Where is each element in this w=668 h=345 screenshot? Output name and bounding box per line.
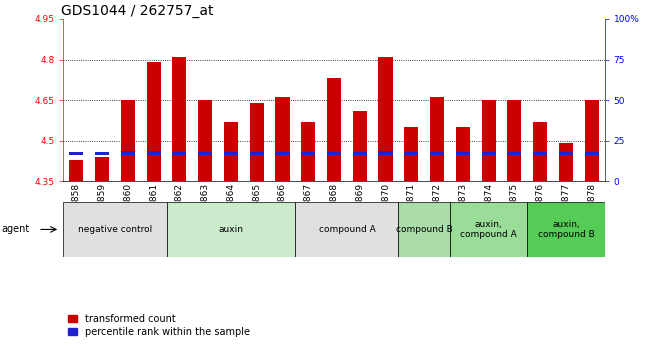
Bar (507, 152, 522, 156)
Bar (198, 152, 212, 156)
Bar (198, 100, 212, 181)
Bar (69, 152, 84, 156)
Bar (95, 152, 109, 156)
Bar (95, 157, 109, 181)
Bar (301, 122, 315, 181)
Bar (250, 103, 264, 181)
Bar (404, 127, 418, 181)
Bar (121, 151, 135, 155)
Text: auxin,
compound B: auxin, compound B (538, 220, 595, 239)
Bar (398, 202, 450, 257)
Bar (533, 152, 547, 156)
Text: auxin: auxin (218, 225, 243, 234)
Bar (69, 159, 84, 181)
Bar (507, 100, 522, 181)
Bar (295, 202, 398, 257)
Bar (166, 202, 295, 257)
Bar (121, 100, 135, 181)
Bar (250, 152, 264, 156)
Bar (275, 97, 289, 181)
Bar (327, 78, 341, 181)
Bar (527, 202, 605, 257)
Bar (63, 202, 166, 257)
Text: compound B: compound B (396, 225, 452, 234)
Bar (353, 152, 367, 156)
Text: agent: agent (1, 225, 29, 234)
Bar (584, 100, 599, 181)
Bar (379, 151, 393, 155)
Bar (275, 152, 289, 156)
Bar (172, 152, 186, 156)
Bar (430, 97, 444, 181)
Bar (404, 152, 418, 156)
Bar (146, 62, 161, 181)
Bar (301, 152, 315, 156)
Bar (224, 122, 238, 181)
Bar (559, 143, 573, 181)
Bar (172, 57, 186, 181)
Bar (482, 152, 496, 156)
Bar (224, 152, 238, 156)
Bar (456, 152, 470, 156)
Legend: transformed count, percentile rank within the sample: transformed count, percentile rank withi… (68, 314, 250, 337)
Text: GDS1044 / 262757_at: GDS1044 / 262757_at (61, 4, 213, 18)
Bar (533, 122, 547, 181)
Text: compound A: compound A (319, 225, 375, 234)
Bar (353, 111, 367, 181)
Bar (327, 152, 341, 156)
Bar (482, 100, 496, 181)
Bar (584, 152, 599, 156)
Bar (450, 202, 527, 257)
Text: negative control: negative control (78, 225, 152, 234)
Bar (559, 152, 573, 156)
Bar (430, 152, 444, 156)
Text: auxin,
compound A: auxin, compound A (460, 220, 517, 239)
Bar (146, 151, 161, 155)
Bar (379, 57, 393, 181)
Bar (456, 127, 470, 181)
